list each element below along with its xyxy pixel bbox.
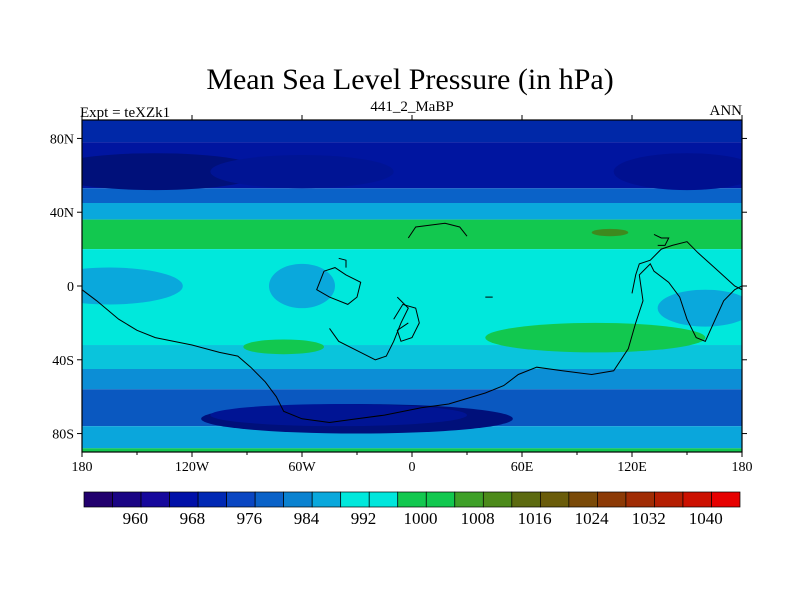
south-indian-high (485, 322, 706, 353)
colorbar-swatch (140, 491, 170, 508)
colorbar-swatch (83, 491, 113, 508)
continent-far-east-island (653, 233, 670, 246)
longitude-axis: 180 120W 60W 0 60E 120E 180 (72, 115, 753, 475)
lon-tick-label: 180 (732, 460, 753, 475)
continent-central-ring (393, 303, 420, 342)
north-subtropical-high-band (82, 219, 742, 250)
pressure-regions (82, 153, 742, 434)
tropical-low-east-pacific (82, 267, 183, 305)
map-title: Mean Sea Level Pressure (in hPa) (206, 63, 613, 96)
colorbar-label: 1024 (575, 509, 610, 528)
colorbar-swatch (454, 491, 484, 508)
colorbar-swatch (169, 491, 199, 508)
coastlines (82, 222, 742, 424)
colorbar-label: 1032 (632, 509, 666, 528)
lat-tick-label: 40N (50, 206, 74, 221)
lon-tick-label: 120E (617, 460, 647, 475)
colorbar-swatch (511, 491, 541, 508)
continent-east-asia (631, 241, 742, 294)
left-subtitle: Expt = teXZk1 (80, 105, 170, 121)
colorbar-label: 1000 (404, 509, 438, 528)
colorbar-label: 976 (237, 509, 263, 528)
arctic-polar-band (82, 120, 742, 143)
colorbar-swatch (283, 491, 313, 508)
island-north-a (338, 257, 347, 268)
lon-tick-label: 60W (288, 460, 316, 475)
colorbar-swatch (197, 491, 227, 508)
colorbar-swatch (482, 491, 513, 508)
colorbar-swatch (112, 491, 142, 508)
lat-tick-label: 80N (50, 132, 74, 147)
colorbar-label: 960 (123, 509, 149, 528)
colorbar-label: 992 (351, 509, 377, 528)
asia-high-spot (591, 228, 629, 237)
colorbar-label: 984 (294, 509, 320, 528)
south-atlantic-high (243, 339, 324, 355)
continent-central-south (329, 296, 409, 361)
colorbar-labels: 960 968 976 984 992 1000 1008 1016 1024 1032 1040 (123, 509, 723, 528)
antarctic-coast-band (82, 426, 742, 449)
colorbar-swatch (597, 491, 627, 508)
colorbar-label: 968 (180, 509, 206, 528)
colorbar-swatch (425, 491, 456, 508)
lon-tick-label: 0 (409, 460, 416, 475)
south-pole-band (82, 448, 742, 452)
colorbar-swatch (682, 491, 712, 508)
colorbar-swatch (625, 491, 655, 508)
north-midlat-band-lower (82, 203, 742, 220)
center-subtitle: 441_2_MaBP (370, 99, 453, 115)
lon-tick-label: 120W (175, 460, 210, 475)
lon-tick-label: 60E (511, 460, 534, 475)
north-midlat-band-upper (82, 188, 742, 203)
north-low-asia (613, 153, 742, 191)
colorbar-swatch (568, 491, 598, 508)
tropical-low-south-america (269, 263, 335, 309)
north-pacific-low-west (82, 153, 266, 191)
colorbar-swatch (397, 491, 427, 508)
colorbar-swatch (311, 491, 342, 508)
right-subtitle: ANN (710, 103, 743, 119)
colorbar-swatch (654, 491, 684, 508)
north-pacific-low-east (210, 155, 394, 189)
colorbar-swatch (226, 491, 256, 508)
colorbar-swatch (711, 491, 741, 508)
colorbar-swatch (539, 491, 570, 508)
colorbar-swatch (368, 491, 399, 508)
colorbar-label: 1016 (518, 509, 552, 528)
south-midlat-band-middle (82, 369, 742, 390)
colorbar-label: 1008 (461, 509, 495, 528)
lat-tick-label: 80S (52, 428, 74, 443)
latitude-axis: 80N 40N 0 40S 80S (50, 132, 747, 443)
colorbar-swatch (254, 491, 285, 508)
map-plot-area (82, 120, 742, 452)
antarctic-low-inner (210, 404, 468, 427)
continent-west-block (316, 267, 362, 305)
colorbar (83, 491, 741, 508)
tropical-low-east-indonesia (657, 289, 742, 327)
colorbar-swatch (340, 491, 370, 508)
continent-americas (82, 263, 742, 424)
lon-tick-label: 180 (72, 460, 93, 475)
continent-north-cluster (407, 222, 468, 239)
lat-tick-label: 40S (52, 354, 74, 369)
lat-tick-label: 0 (67, 280, 74, 295)
colorbar-label: 1040 (689, 509, 723, 528)
